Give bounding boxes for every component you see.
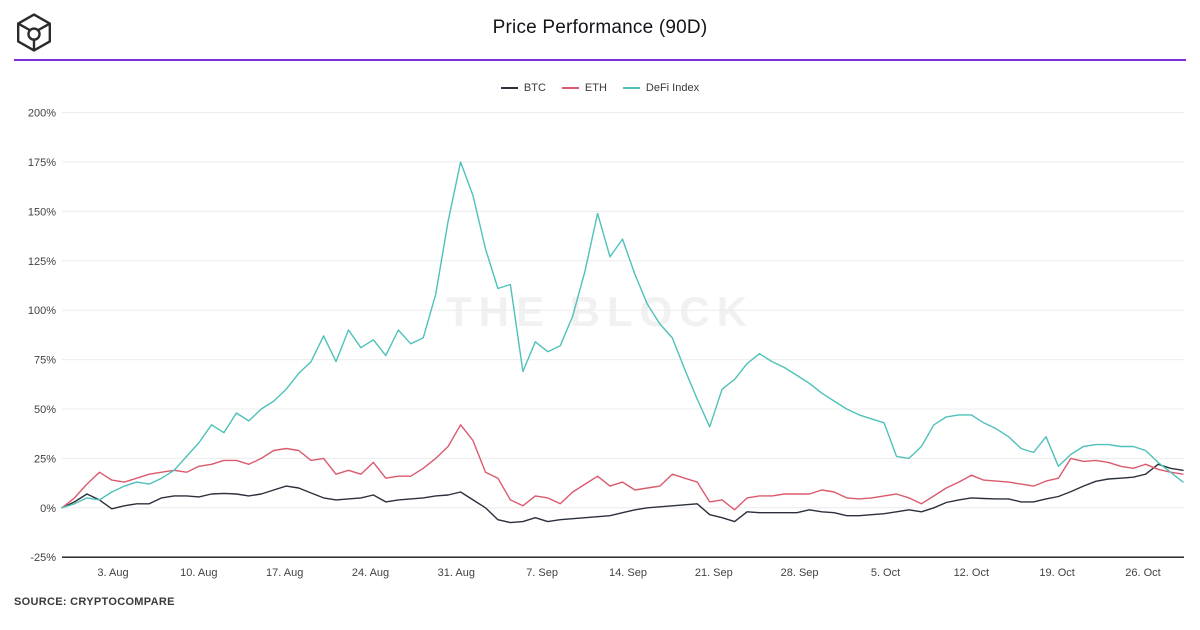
x-axis-label: 10. Aug — [180, 567, 217, 579]
x-axis-label: 26. Oct — [1125, 567, 1160, 579]
x-axis-label: 17. Aug — [266, 567, 303, 579]
the-block-logo — [17, 13, 51, 52]
chart-legend: BTC ETH DeFi Index — [0, 82, 1200, 94]
y-axis-label: 0% — [40, 503, 56, 515]
y-axis-label: -25% — [30, 552, 56, 564]
x-axis-label: 21. Sep — [695, 567, 733, 579]
x-axis-label: 24. Aug — [352, 567, 389, 579]
x-axis-label: 12. Oct — [954, 567, 989, 579]
legend-label: DeFi Index — [645, 82, 700, 94]
header-rule — [14, 59, 1186, 61]
legend-swatch — [561, 87, 579, 89]
x-axis-label: 7. Sep — [526, 567, 558, 579]
y-axis-label: 50% — [34, 404, 56, 416]
defi-index-line — [61, 161, 1184, 509]
legend-item-defi-index: DeFi Index — [622, 82, 700, 94]
watermark: THE BLOCK — [446, 288, 754, 335]
page-title: Price Performance (90D) — [492, 17, 708, 38]
y-axis-label: 150% — [28, 206, 56, 218]
x-axis-label: 28. Sep — [781, 567, 819, 579]
legend-item-eth: ETH — [561, 82, 607, 94]
btc-line — [61, 463, 1184, 524]
y-axis-label: 25% — [34, 453, 56, 465]
y-axis-label: 125% — [28, 256, 56, 268]
y-axis-label: 100% — [28, 305, 56, 317]
x-axis-label: 31. Aug — [438, 567, 475, 579]
legend-label: BTC — [523, 82, 546, 94]
y-axis-label: 175% — [28, 157, 56, 169]
source-label: SOURCE: CRYPTOCOMPARE — [14, 596, 175, 608]
legend-label: ETH — [584, 82, 607, 94]
x-axis-label: 19. Oct — [1039, 567, 1074, 579]
legend-item-btc: BTC — [500, 82, 546, 94]
x-axis-label: 14. Sep — [609, 567, 647, 579]
logo-circle — [27, 27, 41, 41]
y-axis-label: 200% — [28, 108, 56, 120]
x-axis-label: 5. Oct — [871, 567, 900, 579]
x-axis-label: 3. Aug — [97, 567, 128, 579]
eth-line — [61, 424, 1184, 511]
y-axis-label: 75% — [34, 355, 56, 367]
legend-swatch — [622, 87, 640, 89]
legend-swatch — [500, 87, 518, 89]
